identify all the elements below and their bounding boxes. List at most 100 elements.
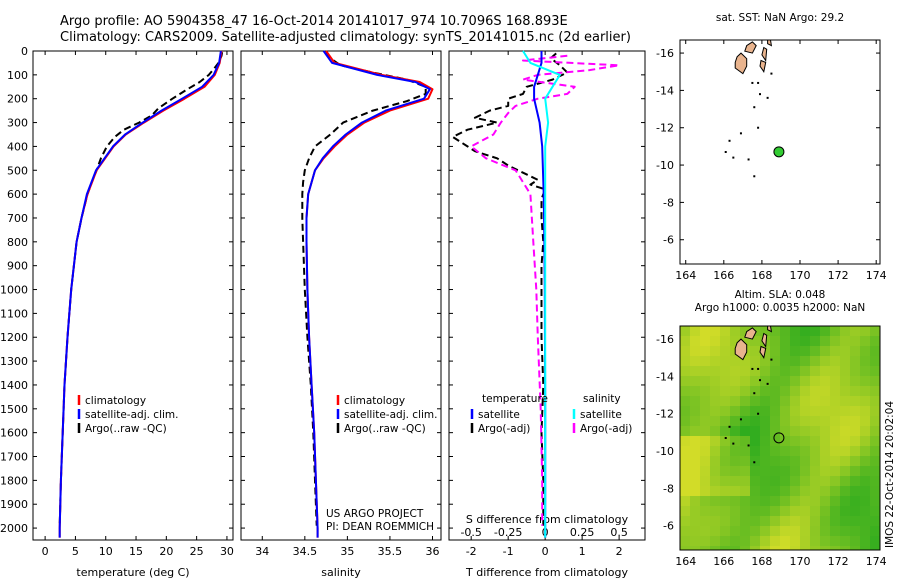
x-tick-label: 30 (220, 545, 234, 558)
sla-cell (690, 326, 700, 336)
sla-cell (740, 366, 750, 376)
sla-cell (840, 346, 850, 356)
sla-cell (810, 496, 820, 506)
sla-cell (730, 426, 740, 436)
sla-cell (820, 396, 830, 406)
sla-cell (870, 476, 880, 486)
sla-cell (700, 546, 710, 550)
series-sal-satellite-line (522, 50, 561, 538)
sla-cell (790, 546, 800, 550)
sla-cell (740, 326, 750, 336)
sla-cell (870, 346, 880, 356)
sla-cell (830, 546, 840, 550)
sla-cell (810, 526, 820, 536)
y-tick-label: 1200 (0, 331, 28, 344)
sla-cell (830, 376, 840, 386)
sla-cell (690, 456, 700, 466)
sla-cell (850, 526, 860, 536)
sla-cell (710, 426, 720, 436)
sla-cell (730, 496, 740, 506)
sla-cell (790, 476, 800, 486)
sla-cell (870, 376, 880, 386)
sla-cell (770, 466, 780, 476)
sla-cell (720, 526, 730, 536)
sla-cell (820, 526, 830, 536)
sla-cell (690, 366, 700, 376)
legend-label: Argo(..raw -QC) (344, 423, 426, 435)
plot-frame (32, 50, 234, 541)
sla-cell (750, 396, 760, 406)
islet (770, 358, 773, 361)
sla-cell (840, 426, 850, 436)
sla-cell (730, 436, 740, 446)
sla-cell (730, 526, 740, 536)
sla-cell (780, 496, 790, 506)
islet (757, 81, 760, 84)
sla-cell (790, 376, 800, 386)
imos-stamp: IMOS 22-Oct-2014 20:02:04 (884, 401, 896, 548)
sla-cell (740, 406, 750, 416)
sla-cell (780, 526, 790, 536)
sla-cell (790, 366, 800, 376)
sla-cell (820, 436, 830, 446)
sla-cell (690, 526, 700, 536)
sla-cell (710, 456, 720, 466)
sla-cell (780, 456, 790, 466)
sla-cell (870, 456, 880, 466)
islet (766, 96, 769, 99)
sla-cell (730, 396, 740, 406)
sla-cell (850, 466, 860, 476)
sla-cell (760, 526, 770, 536)
sla-cell (740, 416, 750, 426)
temperature-panel: 0100200300400500600700800900100011001200… (0, 45, 234, 579)
sla-cell (840, 446, 850, 456)
sla-cell (730, 326, 740, 336)
sla-cell (800, 536, 810, 546)
sla-cell (830, 536, 840, 546)
sla-cell (830, 436, 840, 446)
sla-cell (840, 476, 850, 486)
sla-cell (760, 536, 770, 546)
sla-cell (810, 536, 820, 546)
islet (724, 151, 727, 153)
sla-cell (690, 546, 700, 550)
sla-cell (710, 376, 720, 386)
sla-cell (870, 356, 880, 366)
legend-label: Argo(..raw -QC) (85, 423, 167, 435)
legend-label: Argo(-adj) (580, 423, 632, 435)
sla-cell (780, 366, 790, 376)
sla-cell (700, 326, 710, 336)
sla-cell (840, 416, 850, 426)
sla-cell (800, 426, 810, 436)
sla-cell (760, 366, 770, 376)
sla-cell (750, 366, 760, 376)
sla-cell (680, 536, 690, 546)
sla-cell (820, 506, 830, 516)
sla-cell (680, 336, 690, 346)
islet (757, 126, 760, 129)
sla-cell (690, 406, 700, 416)
sla-cell (870, 546, 880, 550)
argo-location-marker (773, 146, 785, 158)
sla-cell (780, 546, 790, 550)
sla-cell (870, 446, 880, 456)
sla-cell (830, 516, 840, 526)
island (761, 46, 768, 62)
x-tick-label: 35.5 (378, 545, 403, 558)
sla-cell (700, 396, 710, 406)
sla-cell (720, 426, 730, 436)
sla-cell (700, 376, 710, 386)
sla-cell (870, 486, 880, 496)
sla-cell (820, 346, 830, 356)
sla-cell (770, 406, 780, 416)
sla-cell (690, 346, 700, 356)
sla-cell (730, 366, 740, 376)
y-tick-label: 1900 (0, 498, 28, 511)
sla-cell (690, 486, 700, 496)
sla-cell (690, 396, 700, 406)
sla-cell (770, 486, 780, 496)
sla-cell (850, 336, 860, 346)
sla-cell (680, 516, 690, 526)
sla-cell (690, 506, 700, 516)
sla-cell (720, 456, 730, 466)
